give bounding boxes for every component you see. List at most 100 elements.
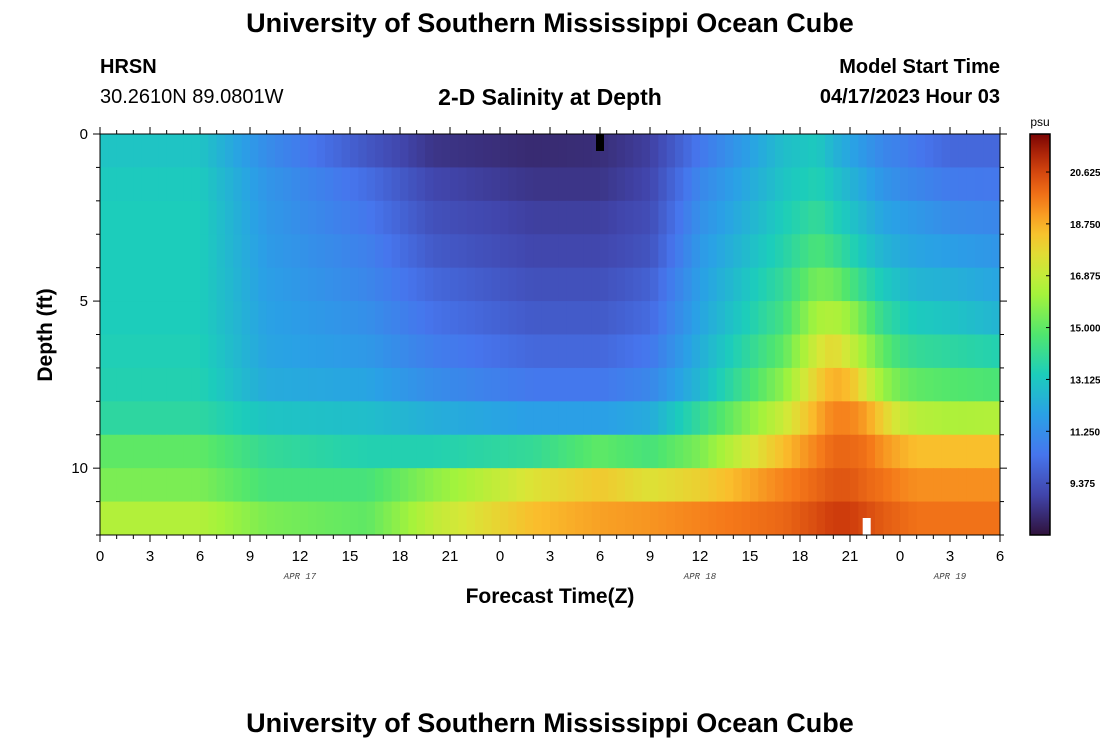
- heatmap-cell: [133, 234, 143, 269]
- heatmap-cell: [583, 200, 593, 235]
- heatmap-cell: [800, 501, 809, 535]
- heatmap-cell: [641, 134, 651, 169]
- heatmap-cell: [133, 468, 143, 503]
- heatmap-cell: [991, 401, 1000, 436]
- heatmap-cell: [725, 234, 734, 269]
- x-tick-label: 6: [196, 548, 204, 565]
- heatmap-cell: [675, 267, 684, 302]
- heatmap-cell: [333, 167, 343, 202]
- heatmap-cell: [733, 468, 743, 503]
- heatmap-cell: [600, 134, 609, 169]
- heatmap-cell: [125, 334, 134, 369]
- heatmap-cell: [633, 234, 643, 269]
- heatmap-cell: [683, 468, 693, 503]
- heatmap-cell: [391, 167, 401, 202]
- heatmap-cell: [350, 501, 359, 535]
- heatmap-cell: [566, 501, 576, 535]
- heatmap-cell: [800, 200, 809, 235]
- heatmap-cell: [975, 200, 984, 235]
- heatmap-cell: [858, 134, 868, 169]
- heatmap-cell: [625, 401, 634, 436]
- heatmap-cell: [758, 367, 768, 402]
- heatmap-cell: [550, 401, 559, 436]
- heatmap-cell: [758, 334, 768, 369]
- date-label: APR 18: [683, 572, 717, 582]
- heatmap-cell: [941, 334, 951, 369]
- heatmap-cell: [275, 468, 284, 503]
- heatmap-cell: [675, 134, 684, 169]
- station-code: HRSN: [100, 56, 157, 78]
- heatmap-cell: [666, 134, 676, 169]
- heatmap-cell: [666, 267, 676, 302]
- heatmap-cell: [325, 134, 334, 169]
- heatmap-cell: [675, 234, 684, 269]
- heatmap-cell: [108, 401, 118, 436]
- heatmap-cell: [733, 367, 743, 402]
- heatmap-cell: [733, 501, 743, 535]
- heatmap-cell: [208, 434, 218, 469]
- heatmap-cell: [275, 200, 284, 235]
- heatmap-cell: [100, 200, 109, 235]
- heatmap-cell: [108, 334, 118, 369]
- heatmap-cell: [500, 367, 509, 402]
- heatmap-cell: [983, 134, 993, 169]
- heatmap-cell: [775, 501, 784, 535]
- heatmap-cell: [375, 401, 384, 436]
- heatmap-cell: [800, 367, 809, 402]
- heatmap-cell: [550, 167, 559, 202]
- heatmap-cell: [941, 234, 951, 269]
- heatmap-cell: [675, 367, 684, 402]
- heatmap-cell: [583, 367, 593, 402]
- heatmap-cell: [658, 267, 668, 302]
- heatmap-cell: [141, 334, 151, 369]
- heatmap-cell: [725, 501, 734, 535]
- heatmap-cell: [358, 301, 368, 336]
- heatmap-cell: [158, 267, 168, 302]
- heatmap-cell: [116, 401, 126, 436]
- heatmap-cell: [583, 334, 593, 369]
- heatmap-cell: [916, 234, 926, 269]
- heatmap-cell: [741, 334, 751, 369]
- heatmap-cell: [316, 501, 326, 535]
- heatmap-cell: [241, 267, 251, 302]
- x-tick-label: 12: [292, 548, 309, 565]
- heatmap-cell: [908, 234, 918, 269]
- heatmap-cell: [500, 301, 509, 336]
- heatmap-cell: [841, 301, 851, 336]
- heatmap-cell: [425, 367, 434, 402]
- heatmap-cell: [183, 401, 193, 436]
- heatmap-cell: [375, 434, 384, 469]
- heatmap-cell: [791, 468, 801, 503]
- heatmap-cell: [758, 501, 768, 535]
- heatmap-cell: [508, 200, 518, 235]
- heatmap-cell: [966, 134, 976, 169]
- heatmap-cell: [591, 234, 601, 269]
- heatmap-cell: [891, 267, 901, 302]
- heatmap-cell: [108, 301, 118, 336]
- heatmap-cell: [958, 267, 968, 302]
- heatmap-cell: [508, 267, 518, 302]
- heatmap-cell: [808, 167, 818, 202]
- heatmap-cell: [958, 301, 968, 336]
- heatmap-cell: [458, 468, 468, 503]
- heatmap-cell: [850, 401, 859, 436]
- heatmap-cell: [633, 367, 643, 402]
- heatmap-cell: [750, 301, 759, 336]
- heatmap-cell: [941, 401, 951, 436]
- heatmap-cell: [841, 434, 851, 469]
- heatmap-cell: [766, 501, 776, 535]
- heatmap-cell: [591, 334, 601, 369]
- heatmap-cell: [466, 334, 476, 369]
- date-label: APR 17: [283, 572, 317, 582]
- heatmap-cell: [866, 200, 876, 235]
- heatmap-cell: [850, 267, 859, 302]
- heatmap-cell: [883, 501, 893, 535]
- heatmap-cell: [566, 334, 576, 369]
- heatmap-cell: [525, 167, 534, 202]
- model-start-label: Model Start Time: [839, 56, 1000, 78]
- heatmap-cell: [175, 501, 184, 535]
- heatmap-cell: [441, 334, 451, 369]
- heatmap-cell: [541, 501, 551, 535]
- heatmap-cell: [300, 234, 309, 269]
